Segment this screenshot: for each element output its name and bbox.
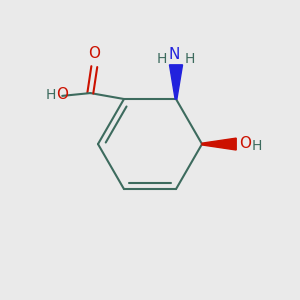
Polygon shape [169, 65, 182, 99]
Text: N: N [169, 47, 180, 62]
Text: H: H [157, 52, 167, 67]
Text: O: O [88, 46, 100, 61]
Text: H: H [252, 139, 262, 152]
Text: O: O [56, 88, 68, 103]
Text: H: H [184, 52, 195, 67]
Text: O: O [239, 136, 251, 151]
Polygon shape [202, 138, 236, 150]
Text: H: H [45, 88, 56, 102]
